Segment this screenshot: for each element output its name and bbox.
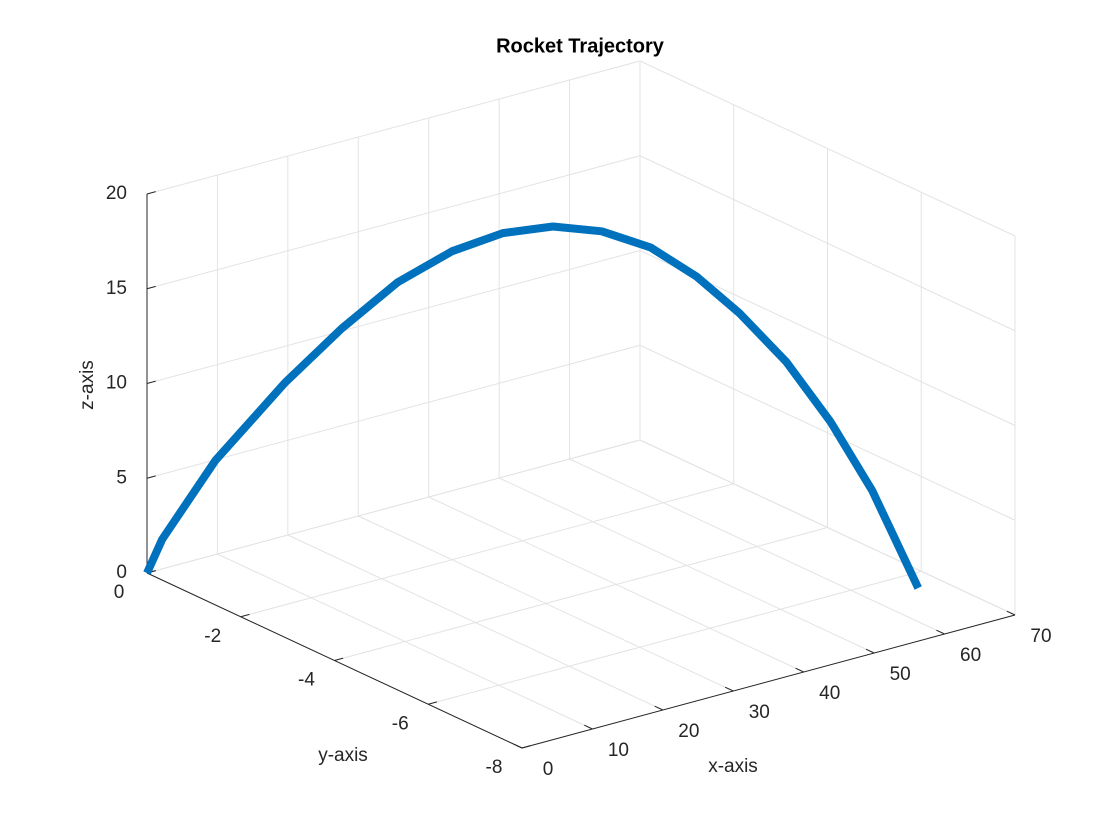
grid-line xyxy=(639,439,1016,616)
y-tick xyxy=(521,745,531,749)
z-tick xyxy=(146,191,156,195)
y-tick-label: -6 xyxy=(392,713,409,734)
y-tick-label: 0 xyxy=(114,582,125,603)
z-tick xyxy=(146,380,156,384)
z-tick xyxy=(146,475,156,479)
grid-line xyxy=(146,344,641,479)
z-tick-label: 0 xyxy=(116,562,127,583)
x-tick xyxy=(584,724,593,730)
y-tick-label: -8 xyxy=(486,757,503,778)
trajectory-line xyxy=(143,222,922,590)
grid-line xyxy=(639,344,1016,521)
x-tick-label: 70 xyxy=(1030,626,1051,647)
x-tick xyxy=(936,629,945,635)
x-tick-label: 60 xyxy=(960,645,981,666)
x-tick xyxy=(654,705,664,711)
z-tick-label: 10 xyxy=(106,373,127,394)
x-axis-line xyxy=(521,614,1016,749)
y-tick xyxy=(428,701,438,705)
x-tick xyxy=(1006,610,1016,616)
x-tick-label: 50 xyxy=(890,664,911,685)
z-tick xyxy=(146,285,156,290)
grid-line xyxy=(146,250,641,384)
x-tick-label: 30 xyxy=(749,702,770,723)
y-axis-label: y-axis xyxy=(318,745,368,766)
grid-line xyxy=(334,527,828,661)
x-tick xyxy=(795,667,804,673)
z-axis-label: z-axis xyxy=(77,360,98,410)
grid-line xyxy=(639,155,1016,332)
x-axis-label: x-axis xyxy=(708,756,758,777)
x-tick-label: 20 xyxy=(678,721,699,742)
grid-line xyxy=(428,570,922,705)
grid-line xyxy=(639,60,1016,237)
grid-line xyxy=(146,439,641,574)
x-tick xyxy=(513,743,523,749)
grid-line xyxy=(146,60,641,195)
y-tick xyxy=(240,613,250,618)
x-tick-label: 10 xyxy=(608,740,629,761)
y-tick-label: -2 xyxy=(204,626,221,647)
y-tick xyxy=(334,657,344,661)
chart-title: Rocket Trajectory xyxy=(496,35,665,57)
y-tick-label: -4 xyxy=(298,670,315,691)
x-tick-label: 40 xyxy=(819,683,840,704)
grid-line xyxy=(146,155,641,290)
z-tick-label: 15 xyxy=(106,278,127,299)
x-tick xyxy=(724,686,734,692)
grid-line xyxy=(240,483,734,618)
x-tick xyxy=(865,648,875,654)
z-tick-label: 5 xyxy=(116,467,127,488)
x-tick-label: 0 xyxy=(543,759,554,780)
z-tick-label: 20 xyxy=(106,183,127,204)
